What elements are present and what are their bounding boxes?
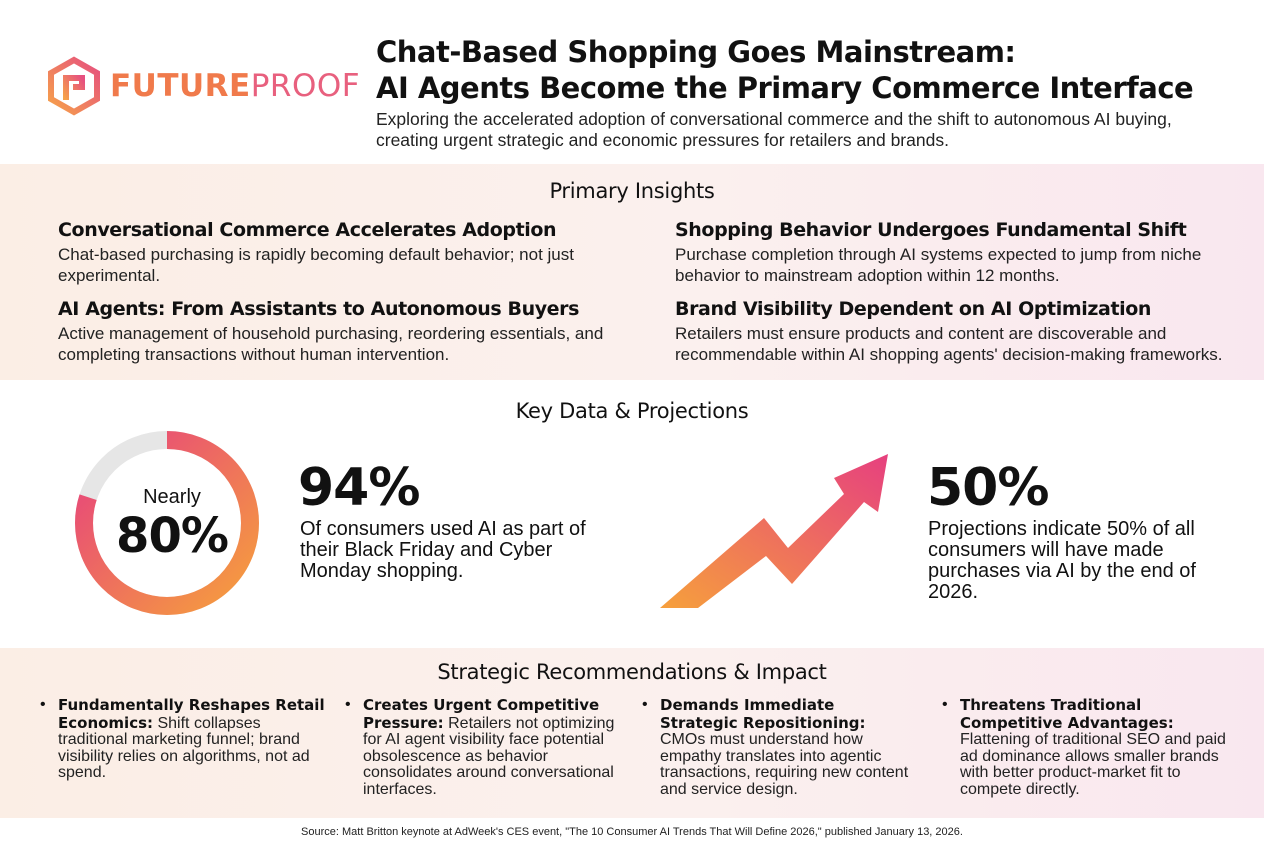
insight-card: AI Agents: From Assistants to Autonomous… bbox=[58, 297, 628, 365]
recommendation-text: CMOs must understand how empathy transla… bbox=[660, 731, 909, 798]
futureproof-logo-icon bbox=[48, 56, 100, 116]
insight-card: Shopping Behavior Undergoes Fundamental … bbox=[675, 218, 1245, 286]
recommendations-heading: Strategic Recommendations & Impact bbox=[437, 660, 827, 684]
recommendation-text: Retailers not optimizing for AI agent vi… bbox=[363, 714, 615, 798]
page-subtitle: Exploring the accelerated adoption of co… bbox=[376, 109, 1172, 150]
donut-label: Nearly bbox=[143, 486, 201, 508]
insight-text: Retailers must ensure products and conte… bbox=[675, 324, 1223, 364]
stat-text-50: Projections indicate 50% of all consumer… bbox=[928, 518, 1196, 603]
stat-value-94: 94% bbox=[298, 458, 420, 518]
insight-title: Shopping Behavior Undergoes Fundamental … bbox=[675, 219, 1187, 241]
recommendation-item: • Fundamentally Reshapes Retail Economic… bbox=[40, 696, 334, 782]
insight-title: Conversational Commerce Accelerates Adop… bbox=[58, 219, 557, 241]
recommendation-text: Flattening of traditional SEO and paid a… bbox=[960, 731, 1226, 798]
donut-chart bbox=[75, 431, 259, 615]
source-citation: Source: Matt Britton keynote at AdWeek's… bbox=[301, 826, 963, 838]
recommendation-text: Shift collapses traditional marketing fu… bbox=[58, 714, 310, 781]
logo-word-light: PROOF bbox=[250, 67, 361, 104]
recommendation-title: Demands Immediate Strategic Repositionin… bbox=[660, 696, 866, 732]
futureproof-logo: FUTUREPROOF bbox=[44, 56, 360, 116]
insight-text: Chat-based purchasing is rapidly becomin… bbox=[58, 245, 574, 285]
recommendation-title: Threatens Traditional Competitive Advant… bbox=[960, 696, 1174, 732]
title-line-2: AI Agents Become the Primary Commerce In… bbox=[376, 71, 1194, 105]
logo-wordmark: FUTUREPROOF bbox=[110, 67, 361, 104]
bullet-icon: • bbox=[942, 696, 948, 713]
insight-title: AI Agents: From Assistants to Autonomous… bbox=[58, 298, 580, 320]
recommendation-item: • Creates Urgent Competitive Pressure: R… bbox=[345, 696, 631, 798]
insight-card: Brand Visibility Dependent on AI Optimiz… bbox=[675, 297, 1245, 365]
key-data-heading: Key Data & Projections bbox=[515, 399, 749, 423]
title-line-1: Chat-Based Shopping Goes Mainstream: bbox=[376, 35, 1016, 69]
insight-card: Conversational Commerce Accelerates Adop… bbox=[58, 218, 628, 286]
recommendation-title: Creates Urgent Competitive Pressure: bbox=[363, 696, 600, 732]
page-title: Chat-Based Shopping Goes Mainstream: AI … bbox=[376, 34, 1236, 106]
insight-text: Active management of household purchasin… bbox=[58, 324, 604, 364]
primary-insights-band bbox=[0, 164, 1264, 380]
stat-text-94: Of consumers used AI as part of their Bl… bbox=[300, 518, 586, 582]
trend-up-arrow-icon bbox=[660, 454, 888, 608]
logo-word-bold: FUTURE bbox=[110, 67, 251, 104]
recommendation-item: • Demands Immediate Strategic Reposition… bbox=[642, 696, 910, 798]
stat-value-50: 50% bbox=[927, 458, 1049, 518]
insight-text: Purchase completion through AI systems e… bbox=[675, 245, 1202, 285]
recommendation-item: • Threatens Traditional Competitive Adva… bbox=[942, 696, 1232, 798]
bullet-icon: • bbox=[40, 696, 46, 713]
donut-value: 80% bbox=[116, 508, 229, 564]
primary-insights-heading: Primary Insights bbox=[549, 179, 715, 203]
bullet-icon: • bbox=[642, 696, 648, 713]
donut-progress-arc bbox=[75, 431, 259, 615]
recommendations-band bbox=[0, 648, 1264, 818]
insight-title: Brand Visibility Dependent on AI Optimiz… bbox=[675, 298, 1152, 320]
recommendation-title: Fundamentally Reshapes Retail Economics: bbox=[58, 696, 325, 732]
bullet-icon: • bbox=[345, 696, 351, 713]
